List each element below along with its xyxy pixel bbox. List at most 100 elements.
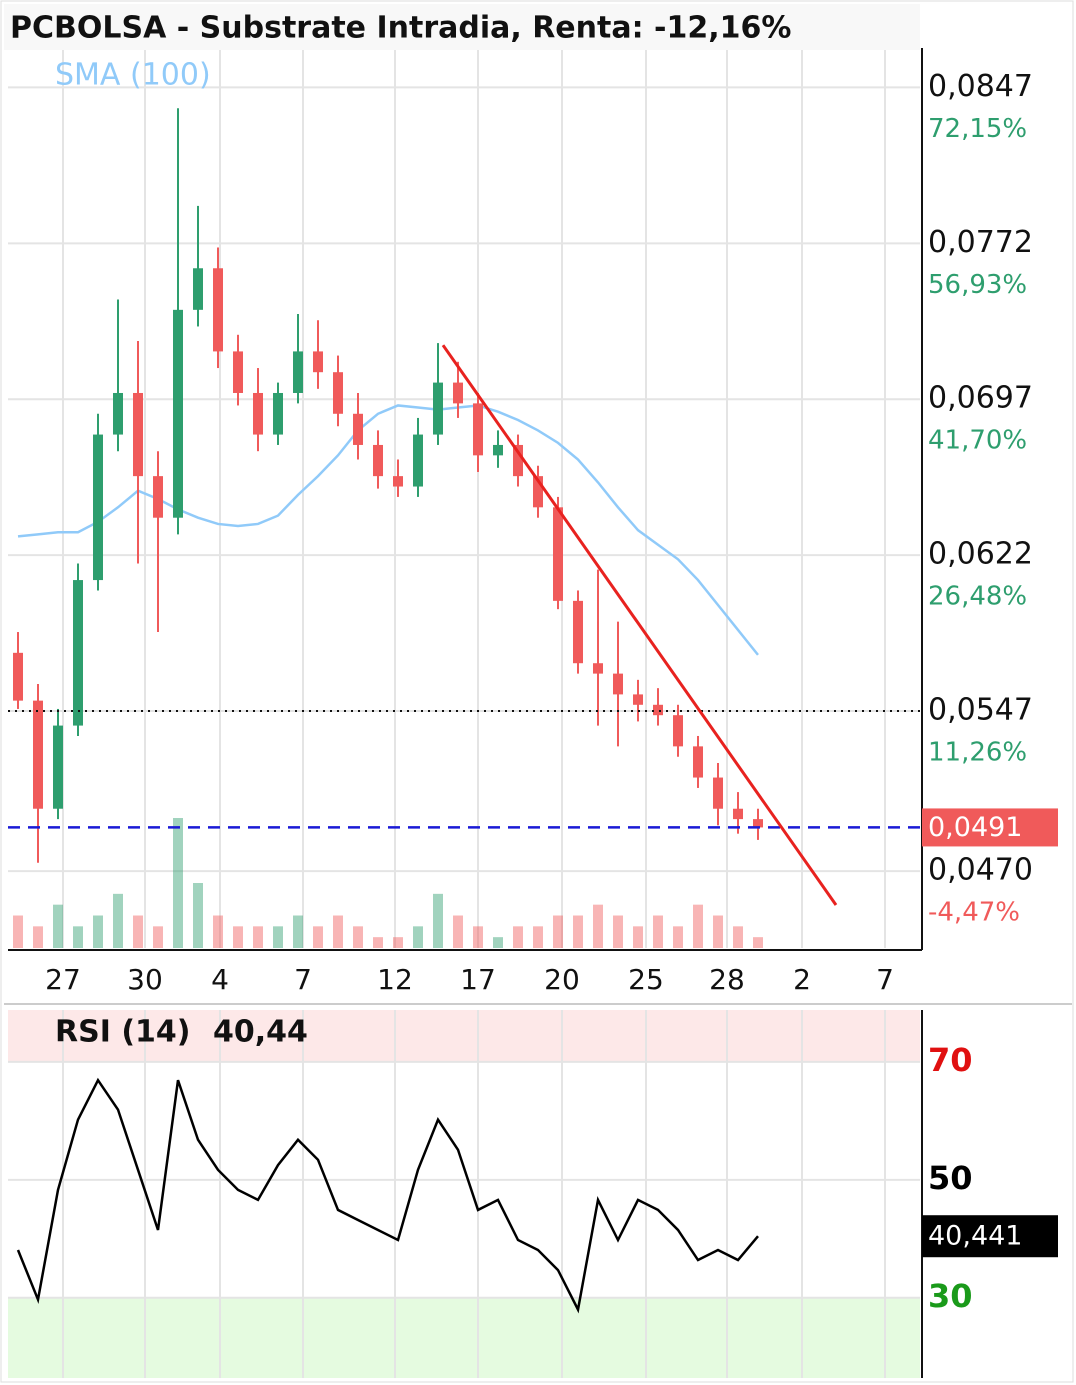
volume-bar xyxy=(593,904,603,948)
y-tick-label: 0,0622 xyxy=(928,537,1033,572)
overbought-band xyxy=(8,1010,920,1062)
volume-bar xyxy=(533,926,543,948)
volume-bar xyxy=(393,937,403,948)
volume-bar xyxy=(653,915,663,948)
y-tick-label: 0,0470 xyxy=(928,853,1033,888)
last-value-label: 40,441 xyxy=(928,1221,1022,1252)
volume-bar xyxy=(713,915,723,948)
candle-body xyxy=(393,476,403,487)
candle-body xyxy=(513,444,523,477)
candle-body xyxy=(333,372,343,414)
chart-title: PCBOLSA - Substrate Intradia, Renta: -12… xyxy=(10,11,791,46)
volume-bar xyxy=(33,926,43,948)
volume-bar xyxy=(493,937,503,948)
volume-bar xyxy=(73,926,83,948)
volume-bar xyxy=(733,926,743,948)
last-price-box xyxy=(922,808,1058,847)
volume-bar xyxy=(213,915,223,948)
volume-bar xyxy=(693,904,703,948)
volume-bar xyxy=(233,926,243,948)
y-tick-label: 0,0697 xyxy=(928,381,1033,416)
y-tick-return: 11,26% xyxy=(928,738,1027,768)
y-tick-return: 41,70% xyxy=(928,426,1027,456)
volume-bar xyxy=(273,926,283,948)
x-tick-label: 28 xyxy=(709,963,745,996)
x-tick-label: 2 xyxy=(793,963,811,996)
volume-bar xyxy=(573,915,583,948)
candle-body xyxy=(453,382,463,404)
candle-body xyxy=(713,777,723,809)
candle-body xyxy=(113,392,123,435)
y-tick-return: -4,47% xyxy=(928,898,1020,928)
candle-body xyxy=(293,351,303,393)
volume-bar xyxy=(13,915,23,948)
x-tick-label: 27 xyxy=(45,963,81,996)
volume-bar xyxy=(253,926,263,948)
candle-body xyxy=(93,434,103,581)
candle-body xyxy=(413,434,423,487)
volume-bar xyxy=(413,926,423,948)
volume-bar xyxy=(513,926,523,948)
volume-bar xyxy=(113,893,123,948)
panel-title: RSI (14) xyxy=(55,1015,190,1050)
y-tick-return: 56,93% xyxy=(928,270,1027,300)
candle-body xyxy=(533,476,543,508)
x-tick-label: 4 xyxy=(211,963,229,996)
volume-bar xyxy=(633,926,643,948)
candle-body xyxy=(673,715,683,747)
candle-body xyxy=(733,808,743,820)
candle-body xyxy=(753,819,763,828)
candle-body xyxy=(613,673,623,695)
candle-body xyxy=(33,700,43,809)
candle-body xyxy=(373,444,383,477)
volume-bar xyxy=(433,893,443,948)
x-tick-label: 20 xyxy=(544,963,580,996)
candle-body xyxy=(233,351,243,393)
volume-bar xyxy=(153,926,163,948)
y-tick-return: 26,48% xyxy=(928,582,1027,612)
volume-bar xyxy=(373,937,383,948)
volume-bar xyxy=(613,915,623,948)
x-tick-label: 30 xyxy=(127,963,163,996)
trendline xyxy=(441,344,838,906)
oversold-band xyxy=(8,1297,920,1378)
legend-label: SMA (100) xyxy=(55,58,211,93)
candle-body xyxy=(133,392,143,477)
sma-line xyxy=(17,404,759,656)
volume-bar xyxy=(93,915,103,948)
volume-bar xyxy=(193,883,203,948)
candle-body xyxy=(593,663,603,674)
y-tick-label: 0,0772 xyxy=(928,225,1033,260)
y-tick-label: 0,0547 xyxy=(928,693,1033,728)
volume-bar xyxy=(753,937,763,948)
y-tick-label: 70 xyxy=(928,1041,973,1079)
header-bg xyxy=(4,4,920,50)
y-tick-label: 50 xyxy=(928,1159,973,1197)
volume-bar xyxy=(173,818,183,948)
candle-body xyxy=(53,725,63,809)
volume-bar xyxy=(353,926,363,948)
volume-bar xyxy=(473,926,483,948)
x-tick-label: 17 xyxy=(460,963,496,996)
candle-body xyxy=(353,413,363,445)
candle-body xyxy=(493,444,503,456)
candle-body xyxy=(213,268,223,352)
candle-body xyxy=(153,476,163,518)
candle-body xyxy=(653,704,663,716)
x-tick-label: 12 xyxy=(377,963,413,996)
x-tick-label: 25 xyxy=(628,963,664,996)
y-tick-label: 30 xyxy=(928,1277,973,1315)
volume-bar xyxy=(333,915,343,948)
candle-body xyxy=(13,652,23,701)
y-tick-return: 72,15% xyxy=(928,114,1027,144)
volume-bar xyxy=(133,915,143,948)
last-price-label: 0,0491 xyxy=(928,812,1022,843)
candle-body xyxy=(253,392,263,435)
volume-bar xyxy=(313,926,323,948)
volume-bar xyxy=(453,915,463,948)
panel-value: 40,44 xyxy=(213,1015,308,1050)
candle-body xyxy=(633,694,643,705)
candle-body xyxy=(173,309,183,518)
last-value-box xyxy=(922,1215,1058,1258)
